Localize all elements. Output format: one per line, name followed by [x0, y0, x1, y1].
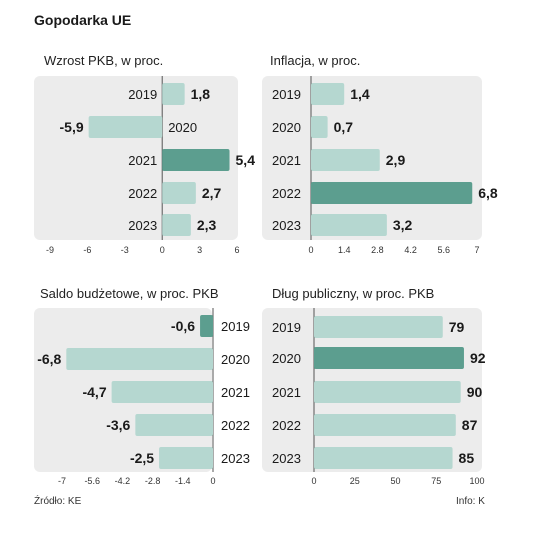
category-label: 2023: [272, 451, 301, 466]
value-label: 3,2: [393, 217, 413, 233]
category-label: 2019: [272, 87, 301, 102]
panel-inflation: 2019 1,4 2020 0,7 2021 2,9 2022 6,8 2023 3,2 0 1.4 2…: [262, 76, 498, 255]
tick-label: -2.8: [145, 476, 161, 486]
value-label: 85: [459, 450, 475, 466]
bar-inflation-2021: [311, 149, 380, 171]
tick-label: 0: [311, 476, 316, 486]
category-label: 2020: [272, 351, 301, 366]
tick-label: -7: [58, 476, 66, 486]
tick-label: 2.8: [371, 245, 384, 255]
value-label: 0,7: [334, 119, 354, 135]
category-label: 2023: [221, 451, 250, 466]
category-label: 2022: [128, 186, 157, 201]
bar-debt-2023: [314, 447, 453, 469]
tick-label: -5.6: [84, 476, 100, 486]
bar-budget-2020: [66, 348, 213, 370]
value-label: -2,5: [130, 450, 154, 466]
bar-inflation-2023: [311, 214, 387, 236]
category-label: 2022: [221, 418, 250, 433]
tick-label: 7: [474, 245, 479, 255]
value-label: -0,6: [171, 318, 195, 334]
value-label: -4,7: [82, 384, 106, 400]
bar-gdp-2021: [162, 149, 230, 171]
tick-label: 50: [390, 476, 400, 486]
bar-inflation-2022: [311, 182, 473, 204]
value-label: 87: [462, 417, 478, 433]
bar-gdp-2022: [162, 182, 196, 204]
category-label: 2023: [272, 218, 301, 233]
category-label: 2021: [272, 153, 301, 168]
chart-title: Gopodarka UE: [34, 12, 132, 28]
category-label: 2021: [272, 385, 301, 400]
value-label: -3,6: [106, 417, 130, 433]
value-label: 79: [449, 319, 465, 335]
category-label: 2019: [221, 319, 250, 334]
tick-label: 0: [210, 476, 215, 486]
panel-debt: 2019 79 2020 92 2021 90 2022 87 2023 85 0 25 50 75 100: [262, 308, 486, 486]
source-note: Źródło: KE: [34, 496, 82, 507]
tick-label: 75: [431, 476, 441, 486]
category-label: 2019: [128, 87, 157, 102]
value-label: 5,4: [236, 152, 256, 168]
panel-title-budget: Saldo budżetowe, w proc. PKB: [40, 286, 219, 301]
value-label: 2,9: [386, 152, 406, 168]
tick-label: -3: [121, 245, 129, 255]
info-note: Info: K: [456, 496, 485, 507]
bar-budget-2022: [135, 414, 213, 436]
value-label: -6,8: [37, 351, 61, 367]
value-label: 6,8: [478, 185, 498, 201]
value-label: -5,9: [60, 119, 84, 135]
bar-gdp-2020: [88, 116, 163, 138]
tick-label: 25: [350, 476, 360, 486]
tick-label: -6: [83, 245, 91, 255]
panel-title-debt: Dług publiczny, w proc. PKB: [272, 286, 435, 301]
category-label: 2020: [272, 120, 301, 135]
value-label: 92: [470, 350, 486, 366]
panel-budget: 2019 -0,6 2020 -6,8 2021 -4,7 2022 -3,6 2023 -2,5…: [34, 308, 250, 486]
tick-label: 6: [234, 245, 239, 255]
bar-debt-2022: [314, 414, 456, 436]
tick-label: 0: [308, 245, 313, 255]
tick-label: 100: [469, 476, 484, 486]
tick-label: 5.6: [438, 245, 451, 255]
tick-label: 1.4: [338, 245, 351, 255]
bar-budget-2021: [111, 381, 213, 403]
value-label: 1,4: [350, 86, 370, 102]
tick-label: 3: [197, 245, 202, 255]
bar-inflation-2019: [311, 83, 345, 105]
bar-inflation-2020: [311, 116, 328, 138]
bar-gdp-2023: [162, 214, 191, 236]
panel-title-inflation: Inflacja, w proc.: [270, 53, 361, 68]
bar-debt-2020: [314, 347, 464, 369]
value-label: 2,3: [197, 217, 217, 233]
bar-gdp-2019: [162, 83, 185, 105]
bar-budget-2019: [200, 315, 213, 337]
category-label: 2021: [221, 385, 250, 400]
value-label: 1,8: [191, 86, 211, 102]
category-label: 2019: [272, 320, 301, 335]
category-label: 2021: [128, 153, 157, 168]
panel-gdp: 2019 1,8 2020 -5,9 2021 5,4 2022 2,7 2023 2,3 -9 -6…: [34, 76, 255, 255]
tick-label: -9: [46, 245, 54, 255]
category-label: 2022: [272, 186, 301, 201]
tick-label: -4.2: [115, 476, 131, 486]
category-label: 2020: [221, 352, 250, 367]
tick-label: 4.2: [404, 245, 417, 255]
value-label: 90: [467, 384, 483, 400]
bar-debt-2021: [314, 381, 461, 403]
bar-debt-2019: [314, 316, 443, 338]
tick-label: -1.4: [175, 476, 191, 486]
value-label: 2,7: [202, 185, 222, 201]
category-label: 2022: [272, 418, 301, 433]
bar-budget-2023: [159, 447, 213, 469]
tick-label: 0: [160, 245, 165, 255]
panel-title-gdp: Wzrost PKB, w proc.: [44, 53, 164, 68]
category-label: 2020: [168, 120, 197, 135]
category-label: 2023: [128, 218, 157, 233]
